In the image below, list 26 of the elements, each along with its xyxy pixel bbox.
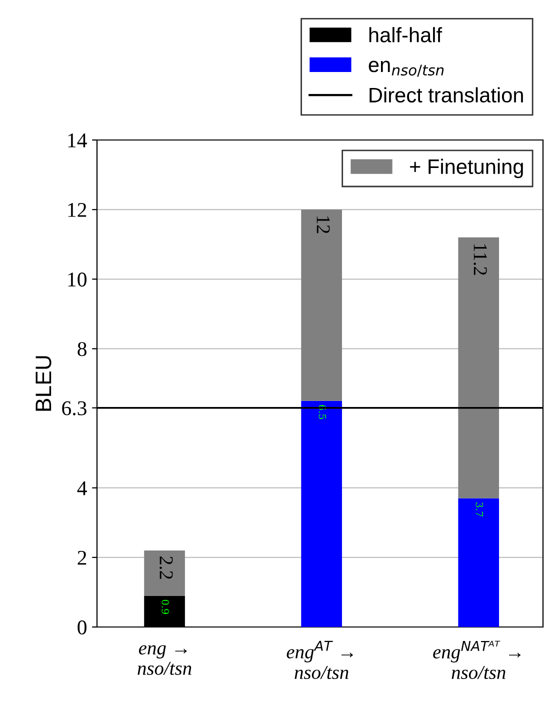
total-label: 12 bbox=[316, 216, 330, 234]
data-label: 3.7 bbox=[476, 502, 484, 517]
y-tick-label: 6.3 bbox=[62, 401, 86, 416]
bar bbox=[301, 210, 342, 401]
y-tick-label: 14 bbox=[68, 133, 87, 148]
total-label: 11.2 bbox=[474, 244, 487, 275]
y-tick-label: 12 bbox=[68, 203, 86, 217]
y-axis-title: BLEU bbox=[36, 356, 52, 411]
y-tick-label: 8 bbox=[78, 342, 86, 356]
x-tick-label: eng$^{AT}$ → nso/tsn bbox=[286, 640, 353, 680]
legend-label: Direct translation bbox=[370, 87, 523, 103]
y-tick-label: 10 bbox=[68, 272, 86, 287]
bar bbox=[458, 237, 500, 498]
legend-label: en$_{nso/tsn}$ bbox=[368, 60, 444, 77]
x-tick-label: eng → nso/tsn bbox=[138, 645, 192, 675]
total-label: 2.2 bbox=[160, 556, 173, 579]
y-tick-label: 0 bbox=[78, 620, 86, 634]
legend-label: half-half bbox=[369, 27, 442, 42]
bar bbox=[144, 550, 185, 596]
data-label: 0.9 bbox=[162, 600, 170, 614]
bar bbox=[301, 400, 342, 627]
legend-label: + Finetuning bbox=[410, 158, 523, 178]
bar bbox=[458, 498, 500, 627]
y-tick-label: 2 bbox=[78, 550, 86, 565]
x-tick-label: eng$^{NATᴬᵀ}$ → nso/tsn bbox=[433, 640, 521, 680]
y-tick-label: 4 bbox=[77, 481, 87, 496]
